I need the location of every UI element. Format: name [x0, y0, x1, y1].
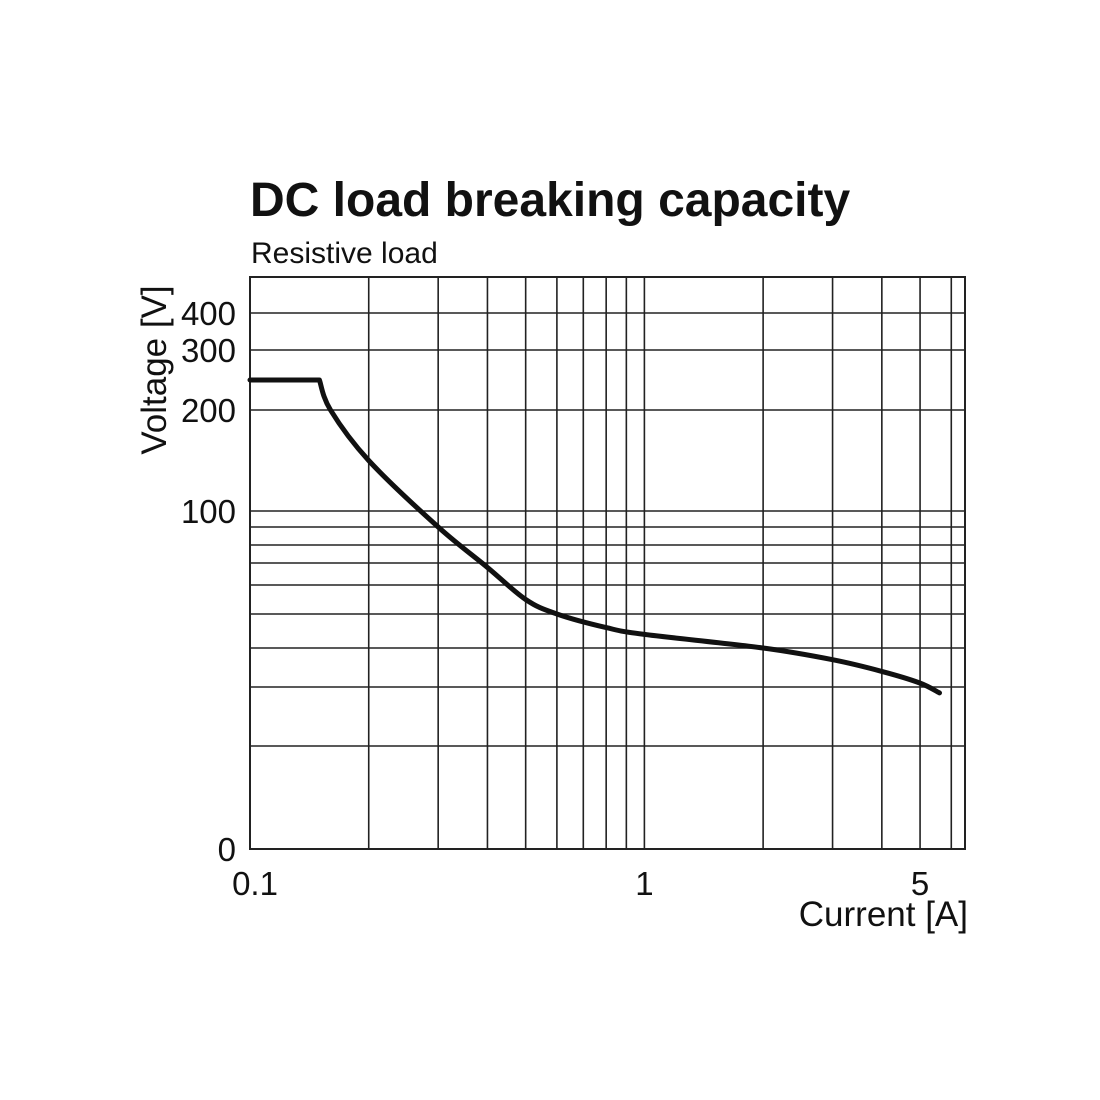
x-tick-label: 5 — [911, 865, 929, 902]
x-tick-label: 0.1 — [232, 865, 278, 902]
y-tick-label: 200 — [181, 392, 236, 429]
x-tick-label: 1 — [635, 865, 653, 902]
plot-frame — [249, 276, 966, 850]
y-tick-label: 300 — [181, 332, 236, 369]
y-axis-label: Voltage [V] — [135, 285, 174, 454]
chart-subtitle: Resistive load — [251, 237, 438, 270]
chart-title: DC load breaking capacity — [250, 174, 850, 227]
y-tick-label: 0 — [218, 831, 236, 868]
x-axis-label: Current [A] — [799, 895, 968, 934]
y-tick-label: 100 — [181, 493, 236, 530]
series-line — [247, 377, 942, 696]
grid — [249, 276, 966, 850]
x-tick-labels: 0.1 1 5 — [232, 865, 929, 902]
y-tick-label: 400 — [181, 295, 236, 332]
series-layer — [247, 377, 942, 696]
